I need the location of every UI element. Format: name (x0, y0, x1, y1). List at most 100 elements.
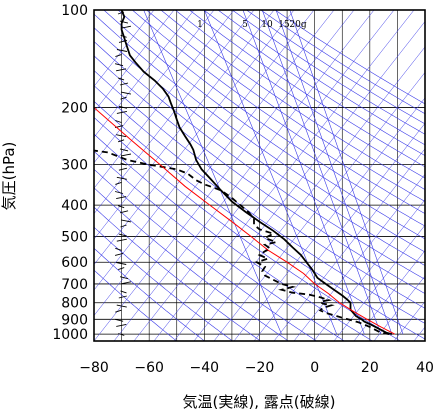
wind-barb (116, 110, 127, 114)
moist-adiabat (94, 10, 255, 215)
x-axis-title: 気温(実線), 露点(破線) (183, 393, 336, 411)
parcel-line (94, 106, 395, 335)
wind-barb (120, 96, 127, 100)
y-tick-label: 400 (61, 198, 88, 214)
dry-adiabat (203, 10, 425, 156)
dry-adiabat (94, 13, 425, 253)
moist-adiabat (373, 275, 425, 341)
mixing-ratio-line (242, 10, 365, 335)
wind-barb (116, 196, 127, 200)
wind-barb (118, 105, 128, 109)
mixing-ratio-label: 15 (278, 20, 290, 30)
y-tick-label: 600 (61, 255, 88, 271)
dewpoint-line (94, 149, 390, 335)
x-tick-label: −60 (134, 360, 164, 376)
wind-barb (116, 304, 127, 308)
moist-adiabat (333, 224, 425, 341)
moist-adiabat (133, 10, 395, 341)
wind-barb (120, 219, 132, 223)
dry-adiabat (160, 10, 425, 190)
mixing-ratio-label: 10 (261, 20, 273, 30)
y-tick-label: 500 (61, 230, 88, 246)
dry-adiabat (94, 27, 425, 266)
mixing-ratio-line (261, 10, 382, 335)
wind-barb (119, 276, 129, 280)
dry-adiabat (103, 10, 425, 240)
wind-barb (115, 54, 122, 58)
moist-adiabat (94, 10, 175, 113)
moist-adiabat (94, 10, 355, 341)
wind-barb (115, 247, 122, 251)
wind-barb (120, 153, 132, 157)
moist-adiabat (94, 10, 235, 189)
wind-barb (117, 77, 125, 81)
wind-barb (120, 91, 132, 95)
wind-barb (118, 295, 127, 299)
wind-barb (119, 148, 129, 152)
dry-adiabat (175, 10, 425, 179)
moist-adiabat (233, 97, 425, 341)
sounding-lines (94, 10, 395, 335)
dry-adiabat (117, 10, 425, 227)
wind-barb (119, 20, 129, 24)
x-tick-label: −20 (245, 360, 275, 376)
wind-barb (120, 224, 127, 228)
dry-adiabat (94, 85, 425, 324)
wind-barb (116, 323, 127, 327)
moist-adiabat (94, 10, 295, 266)
moist-adiabat (94, 10, 275, 240)
dry-adiabat (94, 168, 317, 341)
isotherm-lines (121, 10, 398, 341)
moist-adiabat (94, 10, 155, 87)
mixing-ratio-label: 1 (197, 20, 203, 30)
wind-barb (116, 68, 127, 72)
x-tick-label: 40 (416, 360, 434, 376)
wind-barb (118, 267, 125, 271)
y-tick-label: 1000 (52, 327, 88, 343)
dry-adiabat (94, 55, 425, 294)
mixing-ratio-label: 5 (242, 20, 248, 30)
wind-barb (116, 238, 127, 242)
wind-barb (118, 233, 127, 237)
wind-barb (118, 333, 125, 336)
moist-adiabat (213, 71, 425, 341)
wind-barb (116, 134, 127, 138)
dry-adiabat (217, 10, 425, 146)
wind-barb (118, 205, 125, 209)
moist-adiabat (253, 122, 425, 341)
x-tick-label: 20 (361, 360, 379, 376)
dry-adiabat (94, 247, 205, 341)
wind-barb (120, 281, 132, 285)
dry-adiabat (94, 226, 233, 341)
dry-adiabat (94, 269, 177, 341)
wind-barb (114, 63, 124, 67)
wind-barb (119, 210, 129, 214)
wind-barb (114, 191, 124, 194)
moist-adiabat (173, 21, 425, 341)
dry-adiabat (189, 10, 425, 168)
moist-adiabat (293, 173, 425, 341)
moist-adiabat (94, 10, 195, 138)
plot-frame (93, 9, 426, 342)
mixing-ratio-label: 20g (289, 20, 306, 30)
wind-barb (115, 181, 122, 185)
moist-adiabat (353, 250, 425, 341)
x-tick-label: 0 (310, 360, 319, 376)
y-tick-label: 800 (61, 296, 88, 312)
x-tick-label: −40 (190, 360, 220, 376)
dry-adiabat (94, 116, 401, 341)
moist-adiabat (193, 46, 425, 341)
wind-barb (120, 290, 127, 294)
wind-barb (114, 252, 124, 256)
y-tick-label: 900 (61, 312, 88, 328)
wind-barb (120, 25, 132, 29)
wind-barb (119, 82, 129, 86)
dry-adiabat (94, 100, 425, 340)
adiabat-lines (94, 10, 425, 341)
dry-adiabat (94, 133, 373, 341)
wind-barb (118, 167, 128, 171)
wind-barb (120, 162, 127, 166)
y-tick-label: 700 (61, 277, 88, 293)
y-tick-label: 200 (61, 101, 88, 117)
